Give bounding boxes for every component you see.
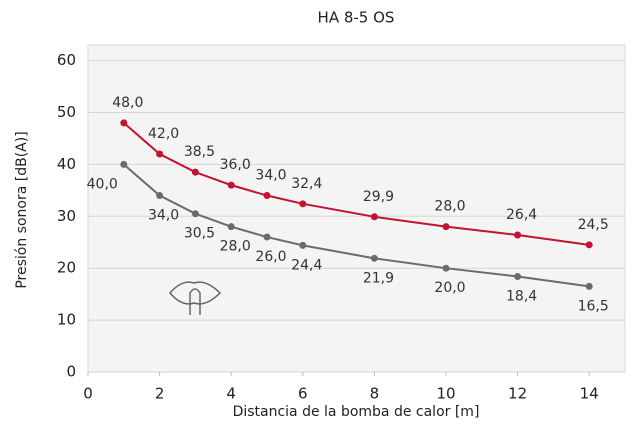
x-tick-label: 2 — [155, 385, 165, 403]
data-label: 26,0 — [255, 249, 286, 265]
series-line — [123, 163, 590, 288]
data-label: 30,5 — [184, 226, 215, 242]
data-point — [191, 210, 199, 218]
data-label: 42,0 — [148, 126, 179, 142]
data-point — [263, 233, 271, 241]
data-point — [370, 213, 378, 221]
data-label: 28,0 — [434, 199, 465, 215]
data-label: 16,5 — [578, 298, 609, 314]
data-label: 21,9 — [363, 270, 394, 286]
data-label: 28,0 — [220, 239, 251, 255]
data-label: 40,0 — [87, 176, 118, 192]
x-tick-label: 10 — [436, 385, 455, 403]
data-point — [514, 231, 522, 239]
data-point — [120, 119, 128, 127]
data-point — [442, 223, 450, 231]
data-point — [299, 241, 307, 249]
data-point — [156, 192, 164, 200]
x-axis-label: Distancia de la bomba de calor [m] — [233, 404, 480, 420]
y-tick-label: 40 — [57, 155, 76, 173]
x-tick-label: 8 — [370, 385, 380, 403]
x-tick-label: 4 — [226, 385, 236, 403]
x-tick-label: 0 — [83, 385, 93, 403]
data-label: 48,0 — [112, 95, 143, 111]
data-label: 24,5 — [578, 217, 609, 233]
data-point — [227, 223, 235, 231]
data-point — [514, 272, 522, 280]
x-tick-label: 6 — [298, 385, 308, 403]
series-line — [123, 122, 590, 246]
data-label: 26,4 — [506, 207, 537, 223]
y-tick-label: 60 — [57, 51, 76, 69]
data-point — [442, 264, 450, 272]
data-point — [191, 168, 199, 176]
y-tick-label: 0 — [66, 363, 76, 381]
chart-title: HA 8-5 OS — [318, 9, 395, 27]
data-label: 32,4 — [291, 176, 322, 192]
x-tick-label: 12 — [508, 385, 527, 403]
data-point — [263, 192, 271, 200]
data-label: 29,9 — [363, 189, 394, 205]
data-point — [120, 160, 128, 168]
ear-icon — [169, 281, 222, 315]
plot-area — [87, 44, 626, 373]
data-label: 20,0 — [434, 280, 465, 296]
y-tick-label: 50 — [57, 103, 76, 121]
data-label: 36,0 — [220, 157, 251, 173]
data-point — [370, 254, 378, 262]
data-point — [585, 282, 593, 290]
data-label: 24,4 — [291, 257, 322, 273]
data-label: 34,0 — [255, 168, 286, 184]
y-tick-label: 30 — [57, 207, 76, 225]
data-label: 38,5 — [184, 144, 215, 160]
data-label: 18,4 — [506, 288, 537, 304]
data-label: 34,0 — [148, 208, 179, 224]
data-point — [299, 200, 307, 208]
y-tick-label: 10 — [57, 311, 76, 329]
x-tick-label: 14 — [580, 385, 599, 403]
data-point — [227, 181, 235, 189]
y-axis-label: Presión sonora [dB(A)] — [14, 131, 30, 288]
data-point — [156, 150, 164, 158]
data-point — [585, 241, 593, 249]
y-tick-label: 20 — [57, 259, 76, 277]
